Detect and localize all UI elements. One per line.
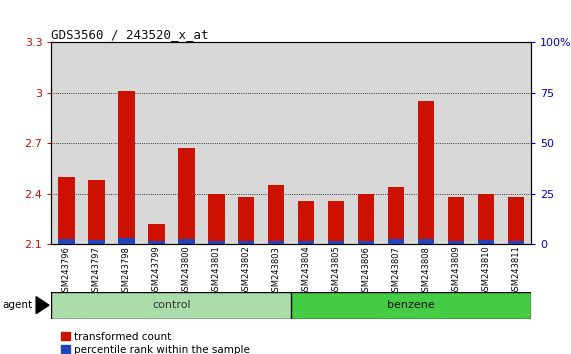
Bar (321, 42, 351, 244)
Bar (448, 197, 464, 244)
Bar (501, 42, 531, 244)
Bar (58, 177, 75, 244)
Bar (58, 239, 75, 244)
Bar (411, 42, 441, 244)
Text: control: control (152, 300, 191, 310)
Bar (51, 42, 82, 244)
Bar (238, 197, 255, 244)
Bar (291, 292, 531, 319)
Bar (418, 101, 435, 244)
Bar (471, 42, 501, 244)
Text: benzene: benzene (387, 300, 435, 310)
Bar (208, 194, 224, 244)
Bar (171, 42, 202, 244)
Bar (88, 181, 104, 244)
Bar (268, 241, 284, 244)
Bar (298, 241, 315, 244)
Bar (111, 42, 142, 244)
Bar (51, 292, 291, 319)
Bar (328, 241, 344, 244)
Bar (118, 91, 135, 244)
Bar (381, 42, 411, 244)
Bar (508, 241, 524, 244)
Bar (388, 239, 404, 244)
Bar (148, 241, 164, 244)
Bar (448, 241, 464, 244)
Bar (118, 238, 135, 244)
Bar (142, 42, 171, 244)
Bar (81, 42, 111, 244)
Bar (208, 241, 224, 244)
Bar (261, 42, 291, 244)
Bar (178, 148, 195, 244)
Bar (388, 187, 404, 244)
Polygon shape (36, 297, 49, 314)
Bar (441, 42, 471, 244)
Bar (478, 194, 494, 244)
Bar (268, 185, 284, 244)
Bar (238, 241, 255, 244)
Text: agent: agent (3, 300, 33, 310)
Bar (328, 201, 344, 244)
Bar (478, 240, 494, 244)
Bar (508, 197, 524, 244)
Text: GDS3560 / 243520_x_at: GDS3560 / 243520_x_at (51, 28, 209, 41)
Bar (88, 240, 104, 244)
Bar (148, 224, 164, 244)
Bar (291, 42, 321, 244)
Bar (202, 42, 231, 244)
Bar (358, 194, 375, 244)
Bar (298, 201, 315, 244)
Bar (351, 42, 381, 244)
Legend: transformed count, percentile rank within the sample: transformed count, percentile rank withi… (57, 327, 254, 354)
Bar (418, 239, 435, 244)
Bar (231, 42, 262, 244)
Bar (358, 241, 375, 244)
Bar (178, 239, 195, 244)
